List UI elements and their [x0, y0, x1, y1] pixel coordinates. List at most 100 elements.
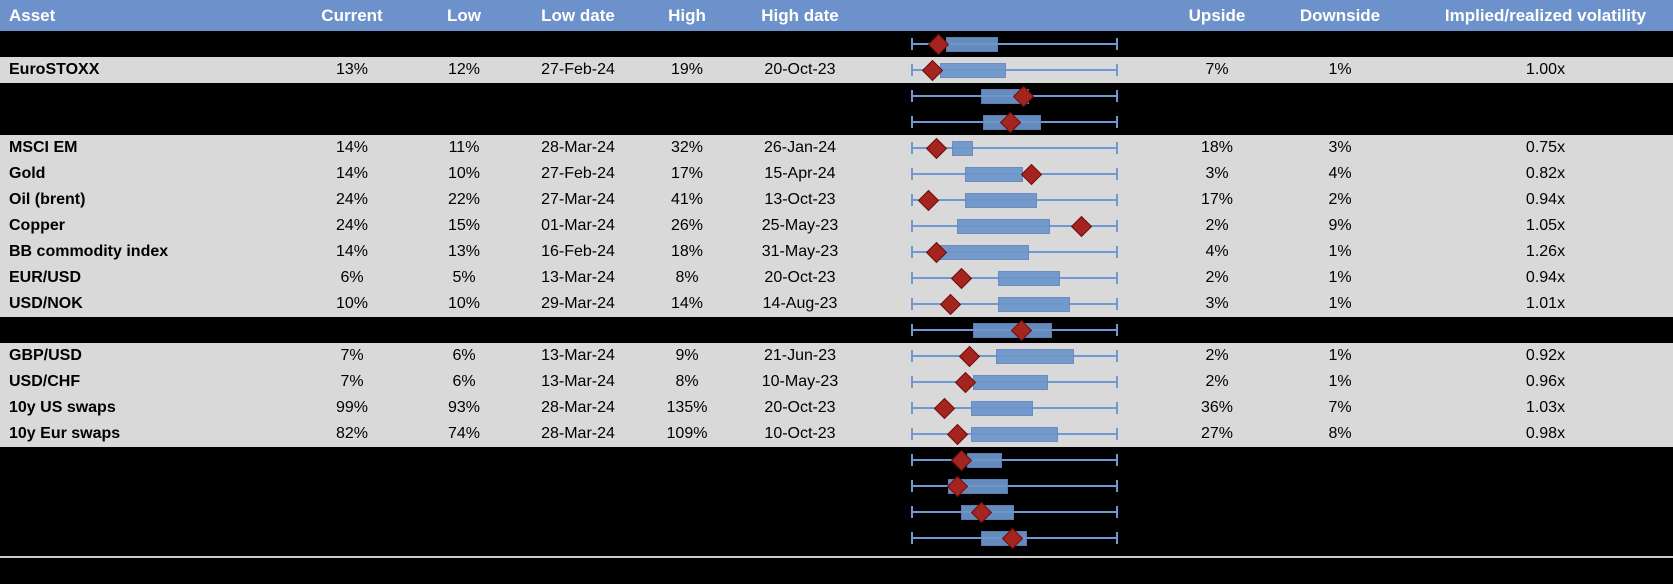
cell-current[interactable]: 99% — [335, 399, 369, 416]
col-header-high-date[interactable]: High date — [761, 6, 839, 25]
cell-high-date[interactable]: 31-May-23 — [761, 243, 839, 260]
cell-upside[interactable]: 27% — [1200, 425, 1234, 442]
cell-current[interactable]: 24% — [335, 217, 369, 234]
cell-implied[interactable]: 0.94x — [1525, 191, 1566, 208]
cell-asset[interactable]: EUR/USD — [9, 269, 82, 286]
cell-high[interactable]: 14% — [670, 295, 704, 312]
cell-low[interactable]: 93% — [447, 399, 481, 416]
cell-upside[interactable]: 2% — [1205, 373, 1229, 390]
cell-low[interactable]: 6% — [452, 347, 476, 364]
cell-current[interactable]: 14% — [335, 165, 369, 182]
cell-asset[interactable]: USD/CHF — [9, 373, 81, 390]
col-header-high[interactable]: High — [668, 6, 706, 25]
cell-high[interactable]: 18% — [670, 243, 704, 260]
cell-high-date[interactable]: 10-Oct-23 — [764, 425, 836, 442]
cell-low-date[interactable]: 28-Mar-24 — [541, 399, 615, 416]
cell-high[interactable]: 9% — [675, 347, 699, 364]
cell-upside[interactable]: 2% — [1205, 269, 1229, 286]
cell-asset[interactable]: BB commodity index — [9, 243, 169, 260]
cell-low[interactable]: 74% — [447, 425, 481, 442]
cell-low-date[interactable]: 13-Mar-24 — [541, 269, 615, 286]
col-header-downside[interactable]: Downside — [1299, 6, 1381, 25]
cell-downside[interactable]: 9% — [1328, 217, 1352, 234]
cell-high-date[interactable]: 21-Jun-23 — [763, 347, 837, 364]
cell-downside[interactable]: 1% — [1328, 61, 1352, 78]
cell-upside[interactable]: 3% — [1205, 295, 1229, 312]
cell-asset[interactable]: GBP/USD — [9, 347, 82, 364]
cell-high-date[interactable]: 13-Oct-23 — [764, 191, 836, 208]
cell-upside[interactable]: 3% — [1205, 165, 1229, 182]
cell-upside[interactable]: 36% — [1200, 399, 1234, 416]
cell-high-date[interactable]: 15-Apr-24 — [764, 165, 836, 182]
cell-implied[interactable]: 1.26x — [1525, 243, 1566, 260]
cell-current[interactable]: 10% — [335, 295, 369, 312]
cell-high-date[interactable]: 20-Oct-23 — [764, 269, 836, 286]
col-header-low[interactable]: Low — [447, 6, 481, 25]
cell-downside[interactable]: 8% — [1328, 425, 1352, 442]
col-header-asset[interactable]: Asset — [9, 6, 56, 25]
cell-downside[interactable]: 1% — [1328, 373, 1352, 390]
cell-current[interactable]: 82% — [335, 425, 369, 442]
cell-high[interactable]: 32% — [670, 139, 704, 156]
cell-low-date[interactable]: 27-Feb-24 — [541, 165, 615, 182]
cell-high-date[interactable]: 14-Aug-23 — [762, 295, 838, 312]
cell-high[interactable]: 41% — [670, 191, 704, 208]
cell-current[interactable]: 6% — [340, 269, 364, 286]
cell-high[interactable]: 19% — [670, 61, 704, 78]
cell-low-date[interactable]: 28-Mar-24 — [541, 425, 615, 442]
cell-low-date[interactable]: 27-Mar-24 — [541, 191, 615, 208]
cell-implied[interactable]: 1.00x — [1525, 61, 1566, 78]
cell-low[interactable]: 5% — [452, 269, 476, 286]
cell-high-date[interactable]: 20-Oct-23 — [764, 399, 836, 416]
cell-low-date[interactable]: 28-Mar-24 — [541, 139, 615, 156]
cell-implied[interactable]: 0.92x — [1525, 347, 1566, 364]
cell-current[interactable]: 24% — [335, 191, 369, 208]
cell-current[interactable]: 7% — [340, 347, 364, 364]
col-header-current[interactable]: Current — [321, 6, 383, 25]
cell-implied[interactable]: 0.96x — [1525, 373, 1566, 390]
cell-asset[interactable]: MSCI EM — [9, 139, 78, 156]
cell-implied[interactable]: 1.03x — [1525, 399, 1566, 416]
cell-upside[interactable]: 2% — [1205, 217, 1229, 234]
cell-upside[interactable]: 18% — [1200, 139, 1234, 156]
cell-asset[interactable]: USD/NOK — [9, 295, 83, 312]
cell-current[interactable]: 13% — [335, 61, 369, 78]
cell-implied[interactable]: 0.98x — [1525, 425, 1566, 442]
cell-downside[interactable]: 7% — [1328, 399, 1352, 416]
cell-current[interactable]: 7% — [340, 373, 364, 390]
cell-implied[interactable]: 1.01x — [1525, 295, 1566, 312]
cell-low-date[interactable]: 27-Feb-24 — [541, 61, 615, 78]
cell-asset[interactable]: Copper — [9, 217, 65, 234]
cell-low[interactable]: 10% — [447, 165, 481, 182]
cell-low-date[interactable]: 01-Mar-24 — [541, 217, 615, 234]
cell-low[interactable]: 10% — [447, 295, 481, 312]
cell-implied[interactable]: 0.82x — [1525, 165, 1566, 182]
cell-low-date[interactable]: 13-Mar-24 — [541, 373, 615, 390]
cell-high[interactable]: 26% — [670, 217, 704, 234]
cell-asset[interactable]: 10y Eur swaps — [9, 425, 121, 442]
col-header-implied[interactable]: Implied/realized volatility — [1444, 6, 1647, 25]
cell-downside[interactable]: 4% — [1328, 165, 1352, 182]
cell-downside[interactable]: 1% — [1328, 269, 1352, 286]
cell-upside[interactable]: 17% — [1200, 191, 1234, 208]
cell-low[interactable]: 13% — [447, 243, 481, 260]
cell-low[interactable]: 12% — [447, 61, 481, 78]
cell-upside[interactable]: 4% — [1205, 243, 1229, 260]
cell-high[interactable]: 109% — [666, 425, 708, 442]
cell-current[interactable]: 14% — [335, 139, 369, 156]
cell-high[interactable]: 8% — [675, 269, 699, 286]
cell-low-date[interactable]: 13-Mar-24 — [541, 347, 615, 364]
cell-implied[interactable]: 0.75x — [1525, 139, 1566, 156]
cell-high-date[interactable]: 26-Jan-24 — [763, 139, 837, 156]
cell-downside[interactable]: 1% — [1328, 347, 1352, 364]
cell-asset[interactable]: EuroSTOXX — [9, 61, 100, 78]
cell-downside[interactable]: 1% — [1328, 243, 1352, 260]
cell-asset[interactable]: 10y US swaps — [9, 399, 116, 416]
cell-low[interactable]: 6% — [452, 373, 476, 390]
cell-high[interactable]: 17% — [670, 165, 704, 182]
cell-low-date[interactable]: 16-Feb-24 — [541, 243, 615, 260]
cell-downside[interactable]: 3% — [1328, 139, 1352, 156]
cell-high[interactable]: 8% — [675, 373, 699, 390]
cell-asset[interactable]: Oil (brent) — [9, 191, 86, 208]
col-header-low-date[interactable]: Low date — [541, 6, 615, 25]
